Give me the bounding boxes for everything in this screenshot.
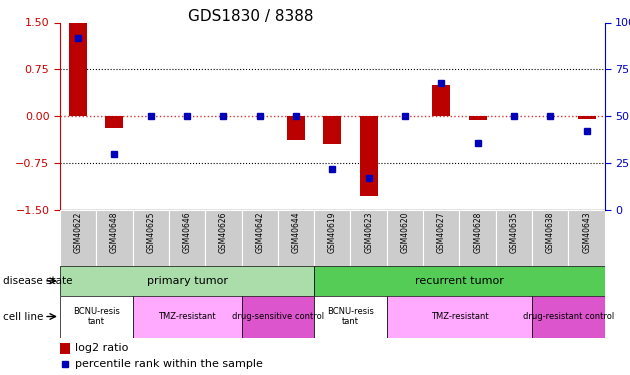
Bar <box>432 85 450 116</box>
Bar <box>132 296 241 338</box>
Bar <box>568 210 605 266</box>
Bar <box>387 210 423 266</box>
Text: drug-resistant control: drug-resistant control <box>523 312 614 321</box>
Text: BCNU-resis
tant: BCNU-resis tant <box>327 307 374 326</box>
Bar <box>314 210 350 266</box>
Bar <box>241 210 278 266</box>
Text: cell line: cell line <box>3 312 43 321</box>
Bar <box>387 296 532 338</box>
Bar <box>496 210 532 266</box>
Text: recurrent tumor: recurrent tumor <box>415 276 504 286</box>
Bar <box>205 210 241 266</box>
Text: GSM40626: GSM40626 <box>219 212 228 253</box>
Text: GSM40620: GSM40620 <box>401 212 410 253</box>
Bar <box>60 210 96 266</box>
Text: GSM40622: GSM40622 <box>74 212 83 253</box>
Text: GSM40623: GSM40623 <box>364 212 373 253</box>
Bar <box>350 210 387 266</box>
Bar <box>96 210 132 266</box>
Bar <box>459 210 496 266</box>
Text: GSM40627: GSM40627 <box>437 212 446 253</box>
Bar <box>132 210 169 266</box>
Bar <box>60 266 314 296</box>
Text: GSM40635: GSM40635 <box>510 212 518 254</box>
Bar <box>423 210 459 266</box>
Bar <box>532 210 568 266</box>
Text: GDS1830 / 8388: GDS1830 / 8388 <box>188 9 313 24</box>
Text: primary tumor: primary tumor <box>147 276 227 286</box>
Bar <box>578 116 596 119</box>
Bar <box>532 296 605 338</box>
Bar <box>287 116 305 140</box>
Text: GSM40644: GSM40644 <box>292 212 301 254</box>
Text: GSM40619: GSM40619 <box>328 212 337 253</box>
Bar <box>314 266 605 296</box>
Bar <box>278 210 314 266</box>
Bar <box>469 116 487 120</box>
Text: GSM40628: GSM40628 <box>473 212 482 253</box>
Bar <box>60 343 70 354</box>
Bar <box>169 210 205 266</box>
Text: GSM40643: GSM40643 <box>582 212 591 254</box>
Text: GSM40648: GSM40648 <box>110 212 119 253</box>
Bar <box>105 116 123 128</box>
Text: drug-sensitive control: drug-sensitive control <box>232 312 324 321</box>
Text: GSM40638: GSM40638 <box>546 212 555 253</box>
Text: GSM40625: GSM40625 <box>146 212 155 253</box>
Text: percentile rank within the sample: percentile rank within the sample <box>75 359 263 369</box>
Bar <box>69 22 87 116</box>
Text: log2 ratio: log2 ratio <box>75 343 129 353</box>
Bar <box>60 296 132 338</box>
Text: GSM40646: GSM40646 <box>183 212 192 254</box>
Text: GSM40642: GSM40642 <box>255 212 264 253</box>
Text: disease state: disease state <box>3 276 72 286</box>
Text: TMZ-resistant: TMZ-resistant <box>431 312 488 321</box>
Bar <box>314 296 387 338</box>
Bar <box>360 116 378 196</box>
Bar <box>241 296 314 338</box>
Text: BCNU-resis
tant: BCNU-resis tant <box>72 307 120 326</box>
Bar <box>323 116 341 144</box>
Text: TMZ-resistant: TMZ-resistant <box>158 312 216 321</box>
